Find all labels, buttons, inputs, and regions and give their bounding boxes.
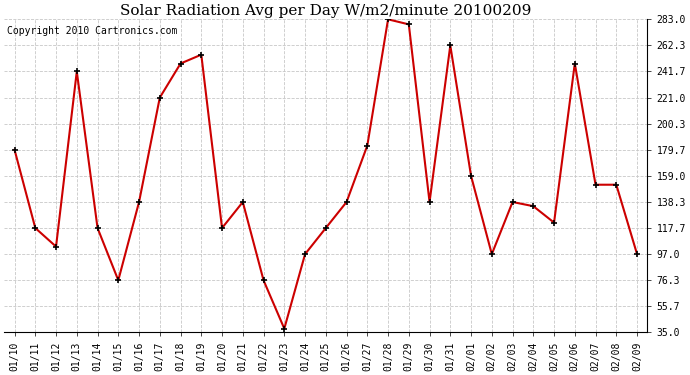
Text: Copyright 2010 Cartronics.com: Copyright 2010 Cartronics.com [8,26,178,36]
Title: Solar Radiation Avg per Day W/m2/minute 20100209: Solar Radiation Avg per Day W/m2/minute … [120,4,531,18]
